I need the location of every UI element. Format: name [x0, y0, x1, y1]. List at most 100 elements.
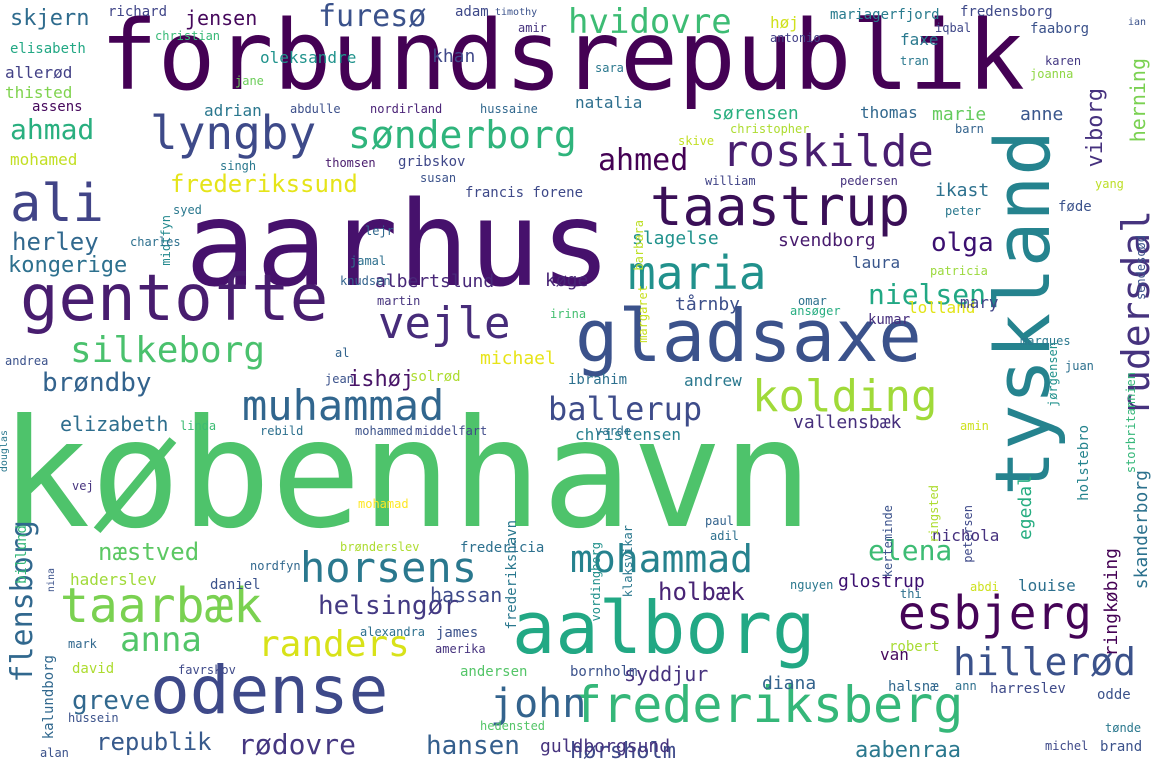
cloud-word: helsingør: [318, 591, 459, 621]
cloud-word: sørensen: [712, 103, 799, 124]
cloud-word: storbritannien: [1124, 372, 1138, 474]
cloud-word: jamal: [350, 254, 387, 268]
cloud-word: adrian: [204, 101, 262, 120]
cloud-word: allerød: [5, 63, 73, 82]
cloud-word: amin: [960, 419, 989, 433]
cloud-word: laura: [852, 253, 901, 272]
cloud-word: jane: [235, 74, 264, 88]
cloud-word: barn: [955, 122, 984, 136]
cloud-word: linda: [180, 419, 217, 433]
cloud-word: ann: [955, 679, 977, 693]
cloud-word: middelfart: [415, 424, 488, 438]
cloud-word: mohamad: [358, 497, 409, 511]
cloud-word: michael: [480, 348, 556, 369]
cloud-word: svendborg: [778, 230, 876, 251]
cloud-word: marie: [932, 104, 987, 125]
cloud-word: faaborg: [1030, 21, 1090, 37]
cloud-word: bornholm: [570, 664, 638, 680]
cloud-word: hussaine: [480, 102, 538, 116]
cloud-word: rebild: [260, 424, 304, 438]
cloud-word: amir: [518, 21, 547, 35]
cloud-word: frederiksdal: [0, 0, 8, 1]
cloud-word: guldborgsund: [540, 736, 671, 757]
cloud-word: viborg: [1083, 88, 1108, 168]
cloud-word: herley: [12, 228, 99, 256]
cloud-word: john: [490, 681, 587, 727]
cloud-word: føde: [1058, 199, 1092, 215]
cloud-word: brønderslev: [340, 540, 420, 554]
cloud-word: billund: [14, 525, 30, 585]
cloud-word: kolding: [752, 371, 938, 422]
cloud-word: diana: [762, 673, 817, 694]
cloud-word: ringsted: [927, 485, 941, 543]
cloud-word: tran: [900, 54, 929, 68]
cloud-word: ansøger: [790, 304, 841, 318]
cloud-word: anne: [1020, 104, 1064, 125]
cloud-word: ikast: [935, 180, 990, 201]
cloud-word: van: [880, 645, 909, 664]
cloud-word: kongerige: [8, 253, 128, 278]
cloud-word: christensen: [575, 425, 681, 444]
cloud-word: holstebro: [1076, 425, 1092, 501]
cloud-word: ali: [10, 174, 104, 234]
cloud-word: nichola: [932, 526, 1000, 545]
cloud-word: timothy: [495, 7, 538, 18]
cloud-word: glostrup: [838, 571, 925, 592]
cloud-word: anna: [120, 620, 202, 660]
cloud-word: andrew: [684, 371, 742, 390]
cloud-word: nielsen: [868, 278, 987, 311]
cloud-word: esbjerg: [898, 586, 1092, 640]
cloud-word: silkeborg: [70, 330, 266, 371]
cloud-word: aalborg: [512, 586, 816, 670]
cloud-word: solrød: [410, 369, 461, 385]
cloud-word: gladsaxe: [575, 294, 922, 378]
cloud-word: taarbæk: [60, 578, 263, 634]
cloud-word: nordfyn: [250, 559, 301, 573]
cloud-word: olga: [931, 228, 994, 258]
cloud-word: brand: [1100, 739, 1143, 755]
cloud-word: abdulle: [290, 102, 341, 116]
cloud-word: københavn: [0, 388, 813, 562]
cloud-word: holbæk: [658, 578, 745, 606]
cloud-word: odde: [1097, 687, 1131, 703]
cloud-word: elizabeth: [60, 412, 169, 436]
cloud-word: kalundborg: [41, 655, 57, 740]
cloud-word: antonio: [770, 31, 821, 45]
cloud-word: mohammed: [355, 424, 413, 438]
cloud-word: alexandra: [360, 625, 426, 639]
cloud-word: ringkøbing: [1101, 548, 1122, 657]
cloud-word: assens: [32, 99, 83, 115]
cloud-word: egedal: [1015, 475, 1036, 541]
cloud-word: karen: [1045, 54, 1082, 68]
cloud-word: tønde: [1105, 721, 1142, 735]
cloud-word: ian: [1128, 17, 1147, 28]
cloud-word: frederiksberg: [572, 676, 964, 734]
cloud-word: susan: [420, 171, 457, 185]
cloud-word: skanderborg: [1131, 470, 1152, 590]
cloud-word: favrskov: [178, 663, 236, 677]
cloud-word: mohamed: [10, 150, 78, 169]
cloud-word: barbara: [632, 220, 646, 271]
cloud-word: hvidovre: [568, 2, 732, 42]
cloud-word: harreslev: [990, 681, 1066, 697]
cloud-word: fredericia: [460, 540, 545, 556]
cloud-word: gribskov: [398, 154, 466, 170]
cloud-word: mohammad: [570, 537, 754, 581]
cloud-word: skive: [678, 134, 715, 148]
cloud-word: maria: [628, 246, 767, 300]
cloud-word: pedersen: [840, 174, 898, 188]
cloud-word: furesø: [318, 0, 427, 34]
cloud-word: sendesoød: [1134, 235, 1148, 301]
cloud-word: kerteminde: [881, 505, 895, 578]
cloud-word: herning: [1126, 58, 1150, 143]
cloud-word: haderslev: [70, 570, 157, 589]
cloud-word: roskilde: [722, 126, 934, 177]
cloud-word: marques: [1020, 334, 1071, 348]
cloud-word: mariagerfjord: [830, 7, 940, 23]
cloud-word: syed: [173, 203, 202, 217]
cloud-word: hedensted: [480, 719, 546, 733]
cloud-word: patricia: [930, 264, 988, 278]
cloud-word: nordirland: [370, 102, 443, 116]
cloud-word: jensen: [185, 6, 258, 30]
cloud-word: richard: [108, 4, 168, 20]
